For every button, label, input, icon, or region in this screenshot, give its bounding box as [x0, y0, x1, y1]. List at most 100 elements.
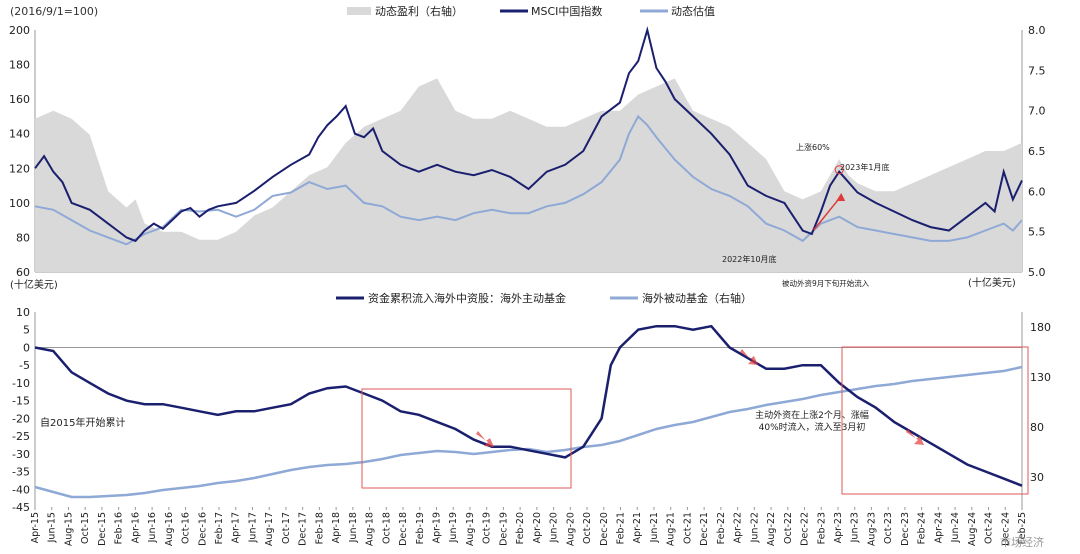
legend-passive: 海外被动基金（右轴） [642, 291, 752, 305]
legend-msci: MSCI中国指数 [531, 4, 602, 18]
top-left-tick-label: 160 [9, 93, 30, 106]
top-right-tick-label: 6.5 [1028, 145, 1046, 158]
top-right-tick-label: 5.5 [1028, 226, 1046, 239]
x-tick-label: Apr-15 [30, 512, 41, 543]
x-tick-label: Oct-19 [482, 512, 493, 544]
top-left-tick-label: 60 [16, 266, 30, 279]
x-tick-label: Feb-24 [917, 512, 928, 544]
x-tick-label: Feb-25 [1017, 512, 1028, 544]
top-left-tick-label: 80 [16, 231, 30, 244]
bottom-left-tick-label: -25 [12, 430, 30, 443]
top-left-axis: 60 80 100 120 140 160 180 200 [9, 24, 36, 279]
x-tick-label: Jun-19 [448, 512, 459, 543]
legend-swatch-earnings [347, 7, 371, 15]
x-tick-label: Jun-15 [47, 512, 58, 543]
msci-line [34, 26, 1023, 243]
x-tick-label: Aug-24 [967, 512, 978, 546]
x-tick-label: Apr-21 [632, 512, 643, 543]
top-right-axis: 5.0 5.5 6.0 6.5 7.0 7.5 8.0 [1021, 24, 1046, 279]
top-left-tick-label: 100 [9, 197, 30, 210]
x-tick-label: Feb-20 [515, 512, 526, 544]
x-axis: Apr-15 Jun-15 Aug-15 Oct-15 Dec-15 Feb-16 Apr-… [30, 507, 1028, 546]
x-tick-label: Aug-17 [264, 512, 275, 546]
bottom-left-tick-label: -45 [12, 501, 30, 514]
x-tick-label: Oct-23 [883, 512, 894, 544]
x-tick-label: Feb-17 [214, 512, 225, 544]
earnings-area [35, 78, 1022, 273]
x-tick-label: Aug-22 [766, 512, 777, 546]
x-tick-label: Aug-20 [565, 512, 576, 546]
top-plot-area [34, 26, 1023, 273]
bottom-left-tick-label: -15 [12, 395, 30, 408]
x-tick-label: Feb-16 [114, 512, 125, 544]
annotation-active-inflow: 主动外资在上涨2个月、涨幅40%时流入，流入至3月初 [755, 411, 869, 433]
x-tick-label: Apr-22 [733, 512, 744, 543]
x-tick-label: Jun-18 [348, 512, 359, 543]
x-tick-label: Jun-20 [549, 512, 560, 543]
top-right-tick-label: 5.0 [1028, 266, 1046, 279]
top-left-tick-label: 140 [9, 128, 30, 141]
bottom-right-tick-label: 130 [1030, 371, 1051, 384]
annotation-jan-2023: 2023年1月底 [840, 162, 889, 172]
x-tick-label: Dec-18 [398, 512, 409, 546]
x-tick-label: Dec-16 [197, 512, 208, 546]
x-tick-label: Oct-21 [682, 512, 693, 544]
active-line [34, 324, 1023, 487]
passive-line [34, 365, 1023, 499]
x-tick-label: Dec-21 [699, 512, 710, 546]
highlight-box-2023 [841, 346, 1029, 495]
legend-earnings: 动态盈利（右轴） [375, 4, 463, 18]
bottom-right-tick-label: 180 [1030, 321, 1051, 334]
annotation-cumulative: 自2015年开始累计 [40, 416, 125, 429]
x-tick-label: Aug-18 [365, 512, 376, 546]
bottom-left-tick-label: -40 [12, 483, 30, 496]
top-right-unit: (十亿美元) [968, 276, 1016, 289]
x-tick-label: Apr-23 [833, 512, 844, 543]
bottom-left-tick-label: -35 [12, 466, 30, 479]
x-tick-label: Feb-18 [314, 512, 325, 544]
x-tick-label: Feb-21 [616, 512, 627, 544]
bottom-right-tick-label: 80 [1030, 421, 1044, 434]
annotation-rise-60: 上涨60% [796, 142, 830, 152]
legend-active: 资金累积流入海外中资股：海外主动基金 [368, 291, 566, 305]
x-tick-label: Oct-24 [984, 512, 995, 544]
highlight-box-2019 [361, 388, 572, 489]
x-tick-label: Jun-24 [950, 512, 961, 543]
rise-arrow-head-icon [836, 192, 846, 201]
red-arrow-icon [740, 349, 758, 365]
x-tick-label: Dec-17 [298, 512, 309, 546]
bottom-plot-area [34, 324, 1023, 499]
x-tick-label: Apr-18 [331, 512, 342, 543]
red-arrow-icon [476, 431, 494, 447]
x-tick-label: Dec-19 [498, 512, 509, 546]
bottom-left-tick-label: 0 [23, 341, 30, 354]
bottom-left-tick-label: -10 [12, 377, 30, 390]
x-tick-label: Dec-23 [900, 512, 911, 546]
red-arrow-icon [906, 429, 924, 445]
x-tick-label: Apr-19 [431, 512, 442, 543]
x-tick-label: Aug-19 [465, 512, 476, 546]
bottom-left-axis: 10 5 0 -5 -10 -15 -20 -25 -30 -35 -40 -45 [12, 306, 36, 514]
x-tick-label: Apr-16 [130, 512, 141, 543]
x-tick-label: Oct-18 [381, 512, 392, 544]
top-right-tick-label: 8.0 [1028, 24, 1046, 37]
x-tick-label: Oct-16 [181, 512, 192, 544]
x-tick-label: Oct-20 [582, 512, 593, 544]
x-tick-label: Aug-21 [666, 512, 677, 546]
x-tick-label: Apr-24 [933, 512, 944, 543]
x-tick-label: Oct-22 [783, 512, 794, 544]
x-tick-label: Dec-24 [1000, 512, 1011, 546]
top-left-tick-label: 200 [9, 24, 30, 37]
x-tick-label: Jun-17 [247, 512, 258, 543]
x-tick-label: Aug-16 [164, 512, 175, 546]
annotation-oct-2022: 2022年10月底 [722, 254, 777, 264]
x-tick-label: Aug-15 [63, 512, 74, 546]
x-tick-label: Apr-17 [231, 512, 242, 543]
bottom-right-tick-label: 30 [1030, 471, 1044, 484]
x-tick-label: Feb-19 [415, 512, 426, 544]
x-tick-label: Dec-15 [97, 512, 108, 546]
top-chart: (2016/9/1=100) 动态盈利（右轴） MSCI中国指数 动态估值 60… [9, 4, 1046, 291]
bottom-left-tick-label: -30 [12, 448, 30, 461]
